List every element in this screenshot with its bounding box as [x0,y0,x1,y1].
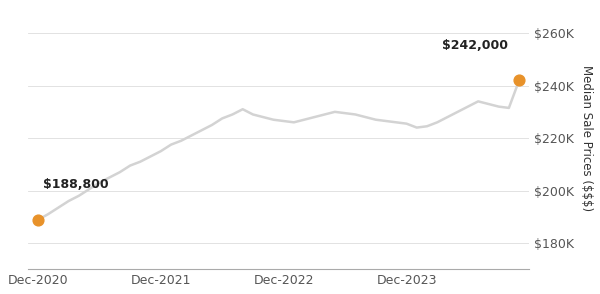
Text: $242,000: $242,000 [442,39,508,52]
Point [33,218,43,222]
Point [514,78,524,83]
Text: $188,800: $188,800 [43,178,109,191]
Y-axis label: Median Sale Prices ($$$): Median Sale Prices ($$$) [580,65,593,211]
